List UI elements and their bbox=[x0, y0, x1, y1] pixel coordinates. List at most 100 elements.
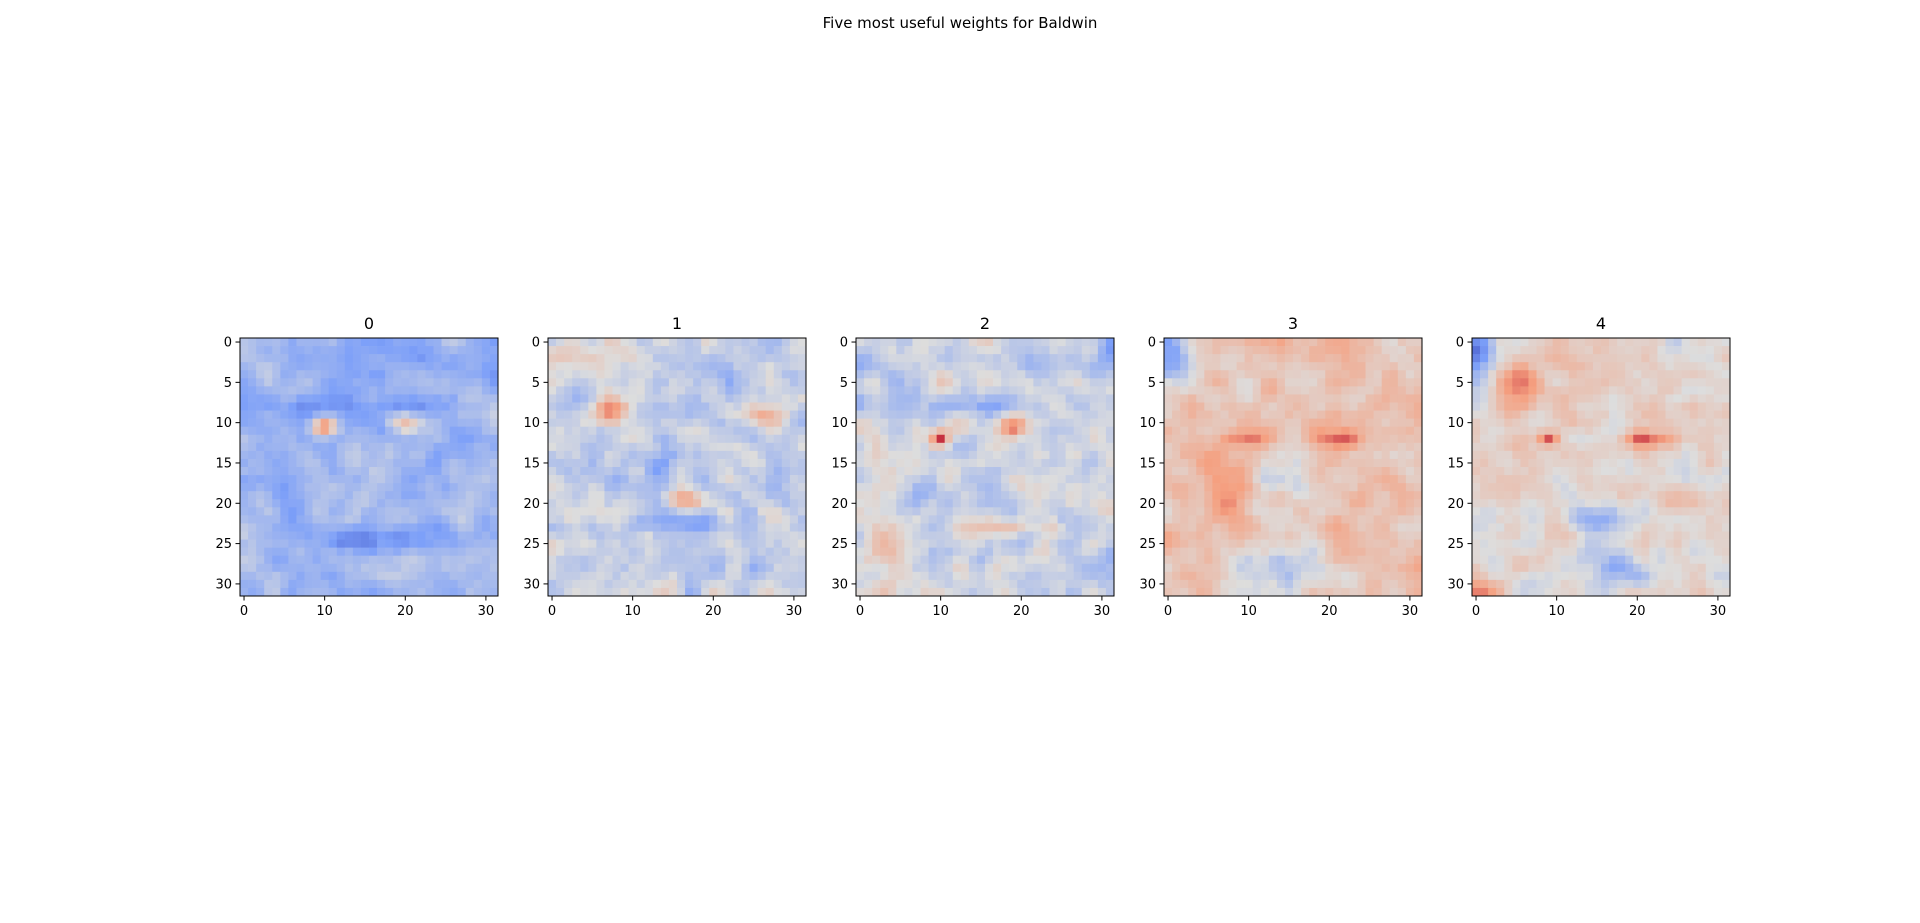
heatmap-cell bbox=[393, 458, 402, 468]
heatmap-cell bbox=[288, 547, 297, 557]
heatmap-cell bbox=[489, 483, 499, 492]
heatmap-cell bbox=[564, 450, 573, 460]
heatmap-cell bbox=[693, 410, 702, 419]
heatmap-cell bbox=[1057, 370, 1066, 379]
heatmap-cell bbox=[1081, 370, 1091, 379]
heatmap-cell bbox=[556, 499, 565, 508]
heatmap-cell bbox=[1204, 370, 1213, 379]
heatmap-cell bbox=[644, 346, 654, 355]
heatmap-cell bbox=[773, 370, 783, 379]
heatmap-cell bbox=[1236, 547, 1245, 557]
heatmap-cell bbox=[1268, 499, 1278, 508]
heatmap-cell bbox=[636, 547, 646, 557]
heatmap-cell bbox=[1284, 491, 1294, 500]
heatmap-cell bbox=[1097, 587, 1107, 597]
heatmap-cell bbox=[344, 515, 354, 524]
heatmap-cell bbox=[1333, 515, 1342, 524]
heatmap-cell bbox=[652, 442, 662, 452]
heatmap-cell bbox=[564, 523, 573, 532]
heatmap-cell bbox=[1357, 539, 1366, 548]
heatmap-cell bbox=[976, 563, 986, 573]
heatmap-cell bbox=[1260, 563, 1270, 573]
heatmap-cell bbox=[1097, 450, 1107, 460]
heatmap-cell bbox=[604, 531, 613, 540]
heatmap-cell bbox=[1584, 515, 1594, 524]
heatmap-cell bbox=[1228, 410, 1237, 419]
heatmap-cell bbox=[1164, 426, 1173, 436]
heatmap-cell bbox=[1089, 458, 1099, 468]
heatmap-cell bbox=[1633, 507, 1642, 516]
heatmap-cell bbox=[1488, 338, 1497, 347]
heatmap-cell bbox=[1689, 442, 1699, 452]
heatmap-cell bbox=[976, 362, 986, 371]
heatmap-cell bbox=[1196, 499, 1205, 508]
heatmap-cell bbox=[781, 418, 791, 428]
heatmap-cell bbox=[1713, 346, 1723, 355]
heatmap-cell bbox=[757, 579, 767, 589]
heatmap-cell bbox=[741, 587, 750, 597]
heatmap-cell bbox=[1284, 418, 1294, 428]
heatmap-cell bbox=[1609, 394, 1618, 403]
heatmap-cell bbox=[660, 547, 670, 557]
heatmap-cell bbox=[985, 467, 994, 476]
heatmap-cell bbox=[668, 531, 678, 540]
heatmap-cell bbox=[1349, 483, 1358, 492]
heatmap-cell bbox=[644, 426, 654, 436]
heatmap-cell bbox=[588, 418, 597, 428]
heatmap-cell bbox=[1544, 338, 1553, 347]
heatmap-cell bbox=[1641, 338, 1650, 347]
heatmap-cell bbox=[701, 442, 710, 452]
heatmap-cell bbox=[1405, 354, 1415, 363]
heatmap-cell bbox=[612, 491, 621, 500]
heatmap-cell bbox=[336, 467, 346, 476]
heatmap-cell bbox=[1520, 458, 1529, 468]
heatmap-cell bbox=[709, 475, 718, 484]
heatmap-cell bbox=[441, 426, 450, 436]
heatmap-cell bbox=[1617, 346, 1626, 355]
heatmap-cell bbox=[888, 338, 897, 347]
heatmap-cell bbox=[409, 354, 418, 363]
heatmap-cell bbox=[256, 515, 265, 524]
heatmap-cell bbox=[1293, 362, 1302, 371]
heatmap-cell bbox=[1397, 523, 1407, 532]
heatmap-cell bbox=[1301, 394, 1310, 403]
heatmap-cell bbox=[473, 531, 483, 540]
heatmap-cell bbox=[912, 539, 921, 548]
heatmap-cell bbox=[481, 523, 491, 532]
heatmap-cell bbox=[717, 442, 726, 452]
heatmap-cell bbox=[489, 370, 499, 379]
heatmap-cell bbox=[1649, 410, 1658, 419]
heatmap-cell bbox=[1657, 475, 1666, 484]
heatmap-cell bbox=[1196, 434, 1205, 444]
heatmap-cell bbox=[725, 410, 734, 419]
heatmap-cell bbox=[1641, 467, 1650, 476]
heatmap-cell bbox=[1009, 507, 1018, 516]
heatmap-cell bbox=[1333, 426, 1342, 436]
heatmap-cell bbox=[1721, 402, 1731, 411]
heatmap-cell bbox=[628, 555, 638, 565]
heatmap-cell bbox=[1097, 426, 1107, 436]
y-tick-label: 15 bbox=[831, 456, 848, 471]
heatmap-cell bbox=[644, 410, 654, 419]
heatmap-cell bbox=[636, 362, 646, 371]
heatmap-cell bbox=[604, 475, 613, 484]
heatmap-cell bbox=[960, 491, 970, 500]
heatmap-cell bbox=[888, 418, 897, 428]
heatmap-cell bbox=[888, 507, 897, 516]
heatmap-cell bbox=[717, 523, 726, 532]
panel-0-frame bbox=[239, 337, 499, 597]
heatmap-cell bbox=[409, 499, 418, 508]
heatmap-cell bbox=[1333, 467, 1342, 476]
heatmap-cell bbox=[709, 483, 718, 492]
heatmap-cell bbox=[344, 475, 354, 484]
heatmap-cell bbox=[1512, 370, 1521, 379]
heatmap-cell bbox=[1389, 434, 1399, 444]
heatmap-cell bbox=[369, 338, 378, 347]
heatmap-cell bbox=[677, 507, 686, 516]
heatmap-cell bbox=[781, 483, 791, 492]
heatmap-cell bbox=[1276, 547, 1286, 557]
heatmap-cell bbox=[717, 555, 726, 565]
heatmap-cell bbox=[604, 394, 613, 403]
heatmap-cell bbox=[652, 499, 662, 508]
heatmap-cell bbox=[425, 579, 434, 589]
